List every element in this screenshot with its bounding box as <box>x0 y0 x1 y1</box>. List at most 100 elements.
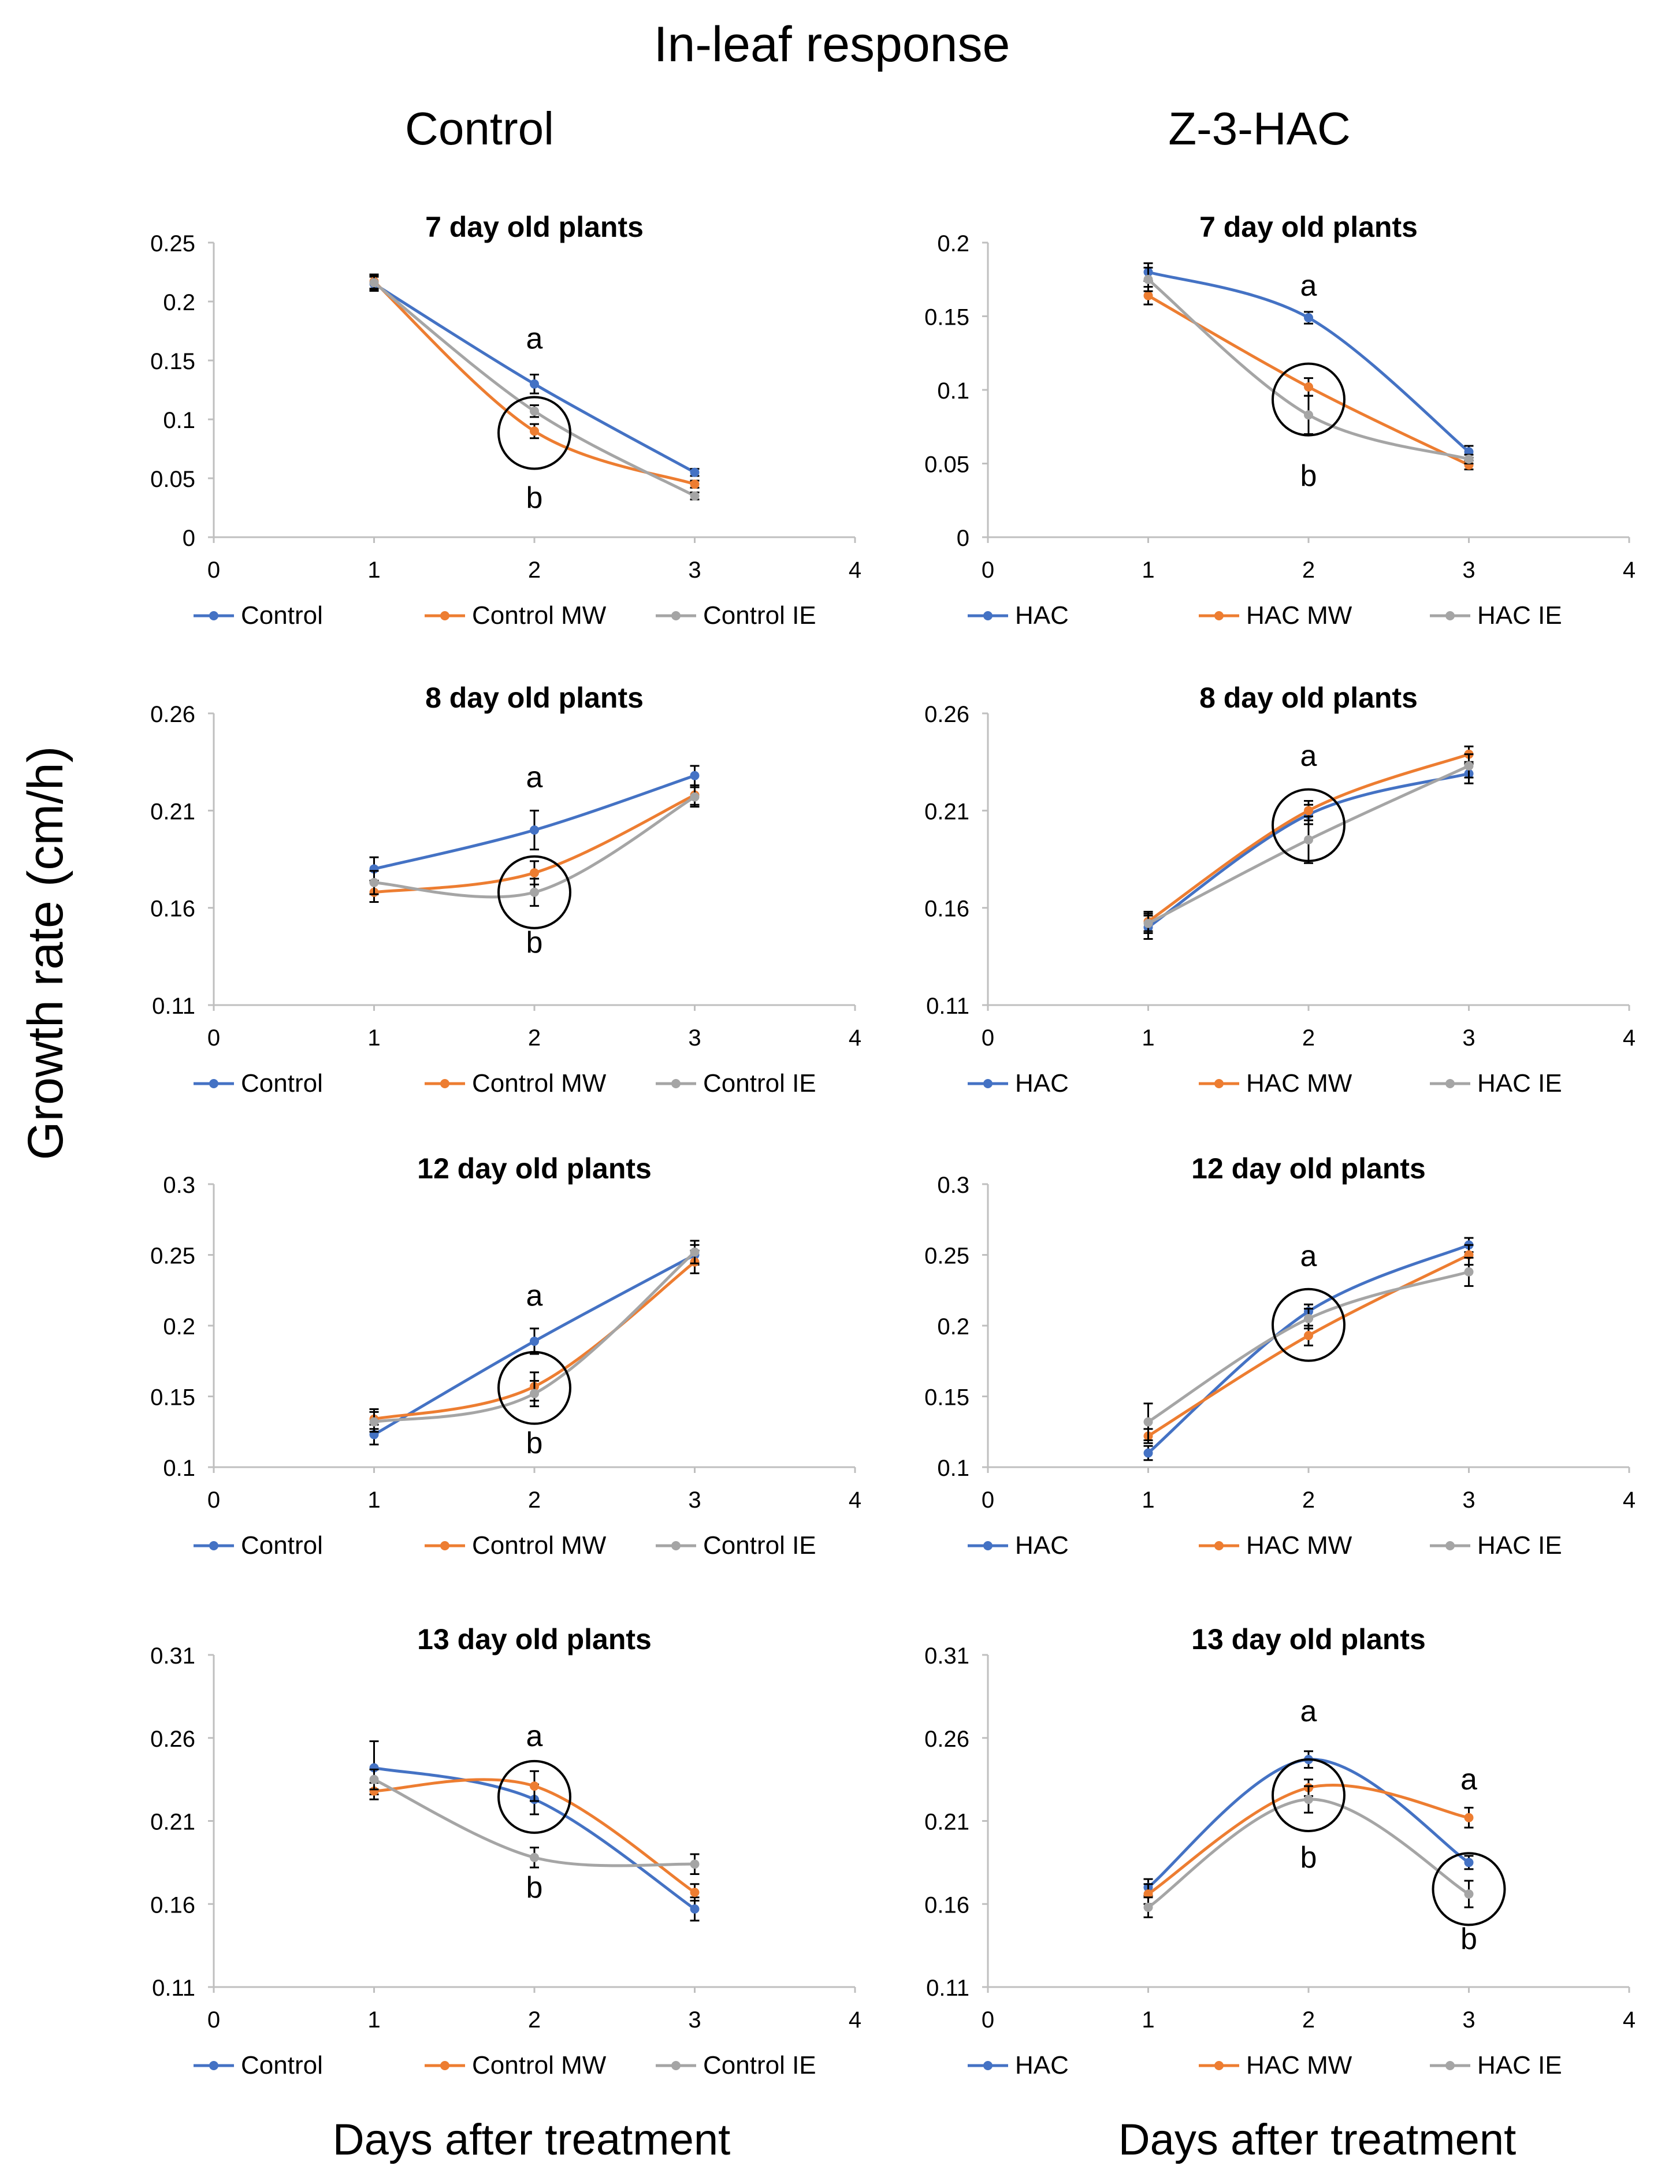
significance-letter: b <box>1460 1922 1477 1956</box>
data-point <box>530 1389 539 1398</box>
x-tick-label: 4 <box>849 2007 861 2033</box>
figure-title: In-leaf response <box>654 17 1010 72</box>
highlight-circle <box>497 1759 571 1834</box>
y-tick-label: 0.21 <box>150 799 195 824</box>
y-tick-label: 0.15 <box>924 305 969 330</box>
data-point <box>530 868 539 878</box>
data-point <box>690 771 700 780</box>
data-point <box>530 1336 539 1346</box>
legend-swatch-marker <box>209 1541 218 1550</box>
significance-letter: a <box>1300 1240 1317 1273</box>
legend-swatch-marker <box>983 1541 993 1550</box>
x-tick-label: 1 <box>367 2007 380 2033</box>
legend-entry: Control IE <box>703 1069 816 1097</box>
legend-entry: HAC MW <box>1246 1069 1352 1097</box>
legend-swatch-marker <box>671 611 681 620</box>
chart-title: 8 day old plants <box>425 682 644 714</box>
column-title-control: Control <box>405 103 554 154</box>
legend-swatch-marker <box>440 611 449 620</box>
data-point <box>1304 1795 1313 1805</box>
data-point <box>1304 382 1313 392</box>
data-point <box>1464 454 1474 464</box>
significance-letter: a <box>526 1720 543 1753</box>
legend-entry: Control IE <box>703 2051 816 2079</box>
x-tick-label: 4 <box>849 1487 861 1513</box>
highlight-circle <box>1272 1758 1346 1832</box>
legend-entry: HAC IE <box>1477 601 1562 630</box>
data-point <box>690 792 700 802</box>
x-tick-label: 2 <box>1302 1487 1315 1513</box>
y-tick-label: 0.2 <box>163 290 195 315</box>
highlight-circle <box>497 1350 571 1425</box>
legend-swatch-marker <box>1214 611 1224 620</box>
data-point <box>1464 1858 1474 1867</box>
x-tick-label: 3 <box>688 557 701 583</box>
x-tick-label: 1 <box>1142 1025 1154 1051</box>
y-tick-label: 0.31 <box>924 1643 969 1669</box>
x-tick-label: 3 <box>1462 557 1475 583</box>
legend-entry: Control MW <box>472 1069 607 1097</box>
data-point <box>530 825 539 835</box>
y-tick-label: 0.25 <box>150 231 195 256</box>
legend-entry: HAC MW <box>1246 2051 1352 2079</box>
y-tick-label: 0.26 <box>150 702 195 727</box>
y-tick-label: 0.1 <box>937 378 969 404</box>
legend-entry: HAC MW <box>1246 1531 1352 1560</box>
x-tick-label: 4 <box>1623 2007 1636 2033</box>
legend-swatch-marker <box>671 1541 681 1550</box>
y-tick-label: 0.05 <box>150 467 195 492</box>
x-tick-label: 0 <box>207 1487 220 1513</box>
data-point <box>1464 1267 1474 1277</box>
x-tick-label: 1 <box>367 557 380 583</box>
legend-entry: Control IE <box>703 1531 816 1560</box>
data-point <box>1143 918 1153 928</box>
data-point <box>369 278 379 288</box>
x-tick-label: 1 <box>367 1025 380 1051</box>
significance-letter: a <box>526 1279 543 1313</box>
x-tick-label: 0 <box>982 1487 994 1513</box>
legend-entry: Control <box>241 601 323 630</box>
y-tick-label: 0.2 <box>937 231 969 256</box>
y-tick-label: 0.05 <box>924 452 969 478</box>
legend-entry: HAC IE <box>1477 1069 1562 1097</box>
significance-letter: a <box>526 322 543 356</box>
y-tick-label: 0.11 <box>926 1975 969 2001</box>
y-tick-label: 0.31 <box>150 1643 195 1669</box>
x-tick-label: 4 <box>849 1025 861 1051</box>
data-point <box>1464 1889 1474 1899</box>
series-line-1 <box>1147 1244 1470 1454</box>
x-tick-label: 2 <box>528 2007 541 2033</box>
series-line-3 <box>1147 1270 1470 1423</box>
significance-letter: a <box>526 761 543 794</box>
legend-entry: Control MW <box>472 2051 607 2079</box>
data-point <box>530 379 539 389</box>
data-point <box>1143 1417 1153 1427</box>
y-tick-label: 0.11 <box>152 994 195 1019</box>
legend-entry: HAC IE <box>1477 2051 1562 2079</box>
y-tick-label: 0.15 <box>150 349 195 374</box>
legend-swatch-marker <box>983 611 993 620</box>
x-tick-label: 0 <box>207 2007 220 2033</box>
x-tick-label: 1 <box>1142 1487 1154 1513</box>
legend-entry: HAC <box>1015 2051 1069 2079</box>
y-tick-label: 0.1 <box>163 408 195 433</box>
significance-letter: a <box>1300 1695 1317 1728</box>
x-tick-label: 4 <box>1623 557 1636 583</box>
data-point <box>1143 274 1153 284</box>
chart-panel-1: 7 day old plants 0 0.05 0.1 0.15 0.2 0.25 0 1 2 3 4… <box>150 211 861 630</box>
chart-title: 13 day old plants <box>417 1623 652 1655</box>
data-point <box>530 887 539 897</box>
significance-letter: a <box>1300 269 1317 303</box>
legend-swatch-marker <box>209 2061 218 2070</box>
chart-panel-2: 7 day old plants 0 0.05 0.1 0.15 0.2 0 1 2 3 4 a b HA… <box>924 211 1636 630</box>
data-point <box>690 1859 700 1869</box>
highlight-circle <box>1272 788 1346 862</box>
chart-panel-6: 12 day old plants 0.1 0.15 0.2 0.25 0.3 0 1 2 3 4 a… <box>924 1152 1636 1560</box>
data-point <box>690 479 700 489</box>
x-axis-label-right: Days after treatment <box>1118 2115 1517 2164</box>
chart-panel-3: 8 day old plants 0.11 0.16 0.21 0.26 0 1 2 3 4 a b C… <box>150 682 861 1097</box>
significance-letter: a <box>1300 739 1317 773</box>
data-point <box>690 491 700 501</box>
x-tick-label: 0 <box>982 2007 994 2033</box>
